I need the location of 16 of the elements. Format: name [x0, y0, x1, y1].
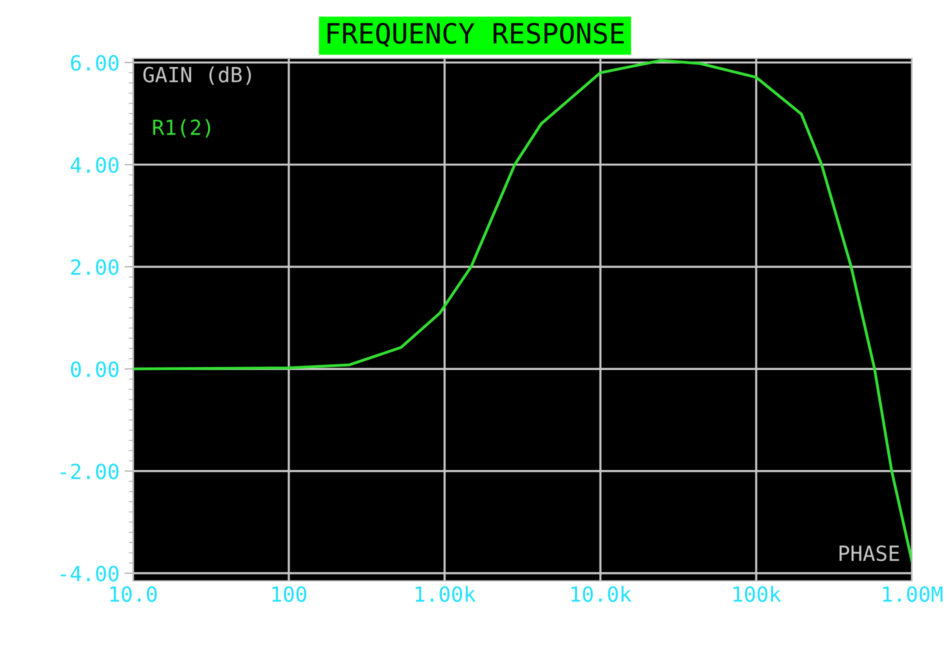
chart-title: FREQUENCY RESPONSE — [328, 22, 624, 48]
x-tick-label: 1.00k — [416, 586, 476, 602]
x-tick-label: 100 — [272, 586, 306, 602]
y-tick-label: 0.00 — [70, 361, 118, 378]
y-tick-label: 4.00 — [70, 157, 118, 173]
x-tick-label: 1.00M — [883, 586, 942, 602]
annotation: PHASE — [840, 545, 899, 562]
y-axis-title: GAIN (dB) — [143, 66, 251, 85]
y-tick-label: 6.00 — [70, 55, 118, 71]
text: R1(2) — [153, 119, 210, 138]
y-tick-label: 2.00 — [71, 259, 118, 276]
x-tick-label: 100k — [734, 586, 781, 602]
x-tick-label: 10.0 — [110, 586, 157, 602]
x-tick-label: 10.0k — [572, 586, 632, 602]
y-tick-label: -2.00 — [60, 464, 118, 480]
y-tick-label: -4.00 — [60, 566, 118, 582]
